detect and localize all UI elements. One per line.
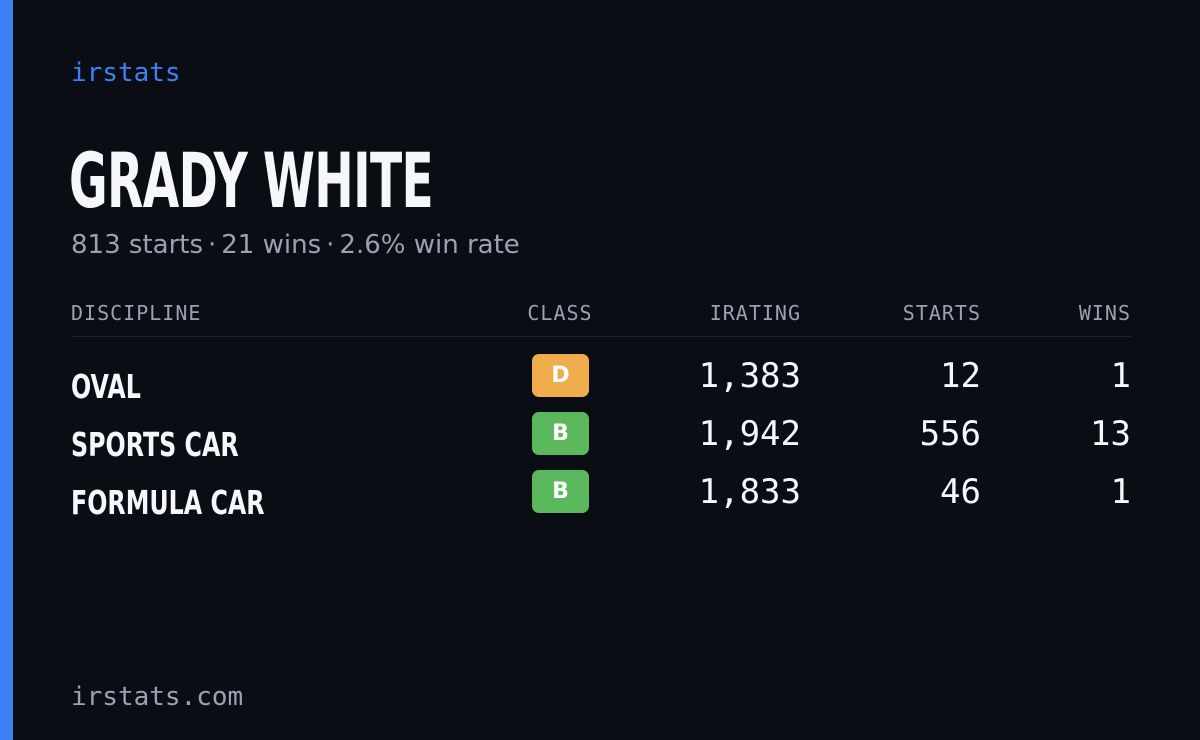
driver-summary: 813 starts · 21 wins · 2.6% win rate — [71, 227, 520, 263]
class-badge: B — [532, 412, 589, 455]
wins-value: 1 — [1110, 472, 1131, 512]
summary-wins: 21 wins — [221, 230, 322, 260]
header-discipline: DISCIPLINE — [71, 301, 202, 325]
brand-logo-text: irstats — [71, 58, 181, 88]
discipline-name: SPORTS CAR — [71, 425, 239, 464]
summary-win-rate: 2.6% win rate — [339, 230, 520, 260]
irating-value: 1,833 — [698, 472, 801, 512]
header-class: CLASS — [527, 301, 593, 325]
summary-separator: · — [326, 230, 335, 260]
table-row: OVAL D 1,383 12 1 — [71, 353, 1131, 411]
table-body: OVAL D 1,383 12 1 SPORTS CAR B 1,942 556… — [71, 337, 1131, 527]
accent-bar — [0, 0, 13, 740]
wins-value: 1 — [1110, 356, 1131, 396]
discipline-name: FORMULA CAR — [71, 483, 265, 522]
header-irating: IRATING — [709, 301, 801, 325]
stats-table: DISCIPLINE CLASS IRATING STARTS WINS OVA… — [71, 292, 1131, 527]
irating-value: 1,942 — [698, 414, 801, 454]
summary-starts: 813 starts — [71, 230, 203, 260]
discipline-name: OVAL — [71, 367, 141, 406]
class-badge: B — [532, 470, 589, 513]
table-header: DISCIPLINE CLASS IRATING STARTS WINS — [71, 292, 1131, 337]
wins-value: 13 — [1090, 414, 1131, 454]
summary-separator: · — [208, 230, 217, 260]
starts-value: 46 — [940, 472, 981, 512]
header-wins: WINS — [1078, 301, 1131, 325]
driver-name: GRADY WHITE — [69, 136, 434, 225]
class-badge: D — [532, 354, 589, 397]
header-starts: STARTS — [902, 301, 981, 325]
footer-url: irstats.com — [71, 682, 244, 712]
starts-value: 12 — [940, 356, 981, 396]
table-row: SPORTS CAR B 1,942 556 13 — [71, 411, 1131, 469]
starts-value: 556 — [919, 414, 981, 454]
irating-value: 1,383 — [698, 356, 801, 396]
table-row: FORMULA CAR B 1,833 46 1 — [71, 469, 1131, 527]
